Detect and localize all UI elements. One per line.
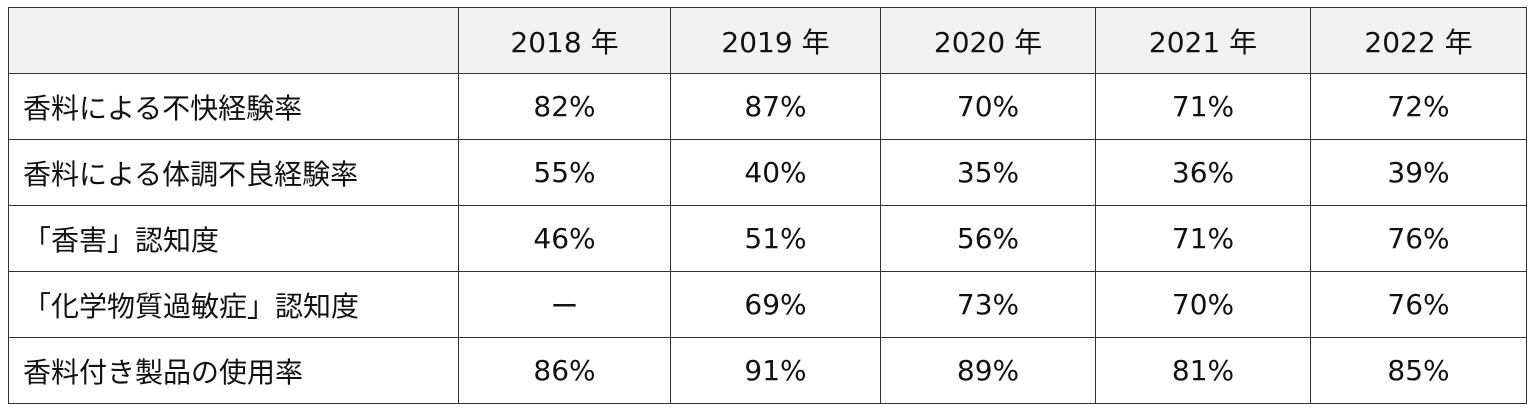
value-cell: 70% (880, 73, 1096, 140)
value-cell: 76% (1310, 205, 1527, 272)
value-cell: 71% (1095, 205, 1311, 272)
value-cell: 91% (670, 337, 881, 404)
column-header: 2020 年 (880, 7, 1096, 74)
table-row: 「香害」認知度 46% 51% 56% 71% 76% (8, 205, 1527, 272)
data-table: 2018 年 2019 年 2020 年 2021 年 2022 年 香料による不快経験… (8, 7, 1527, 404)
row-label: 香料による不快経験率 (8, 73, 459, 140)
value-cell: 51% (670, 205, 881, 272)
value-cell: 35% (880, 139, 1096, 206)
row-label: 「香害」認知度 (8, 205, 459, 272)
row-label: 香料付き製品の使用率 (8, 337, 459, 404)
value-cell: 86% (458, 337, 671, 404)
value-cell: 76% (1310, 271, 1527, 338)
value-cell: 89% (880, 337, 1096, 404)
row-label: 香料による体調不良経験率 (8, 139, 459, 206)
row-label: 「化学物質過敏症」認知度 (8, 271, 459, 338)
value-cell: 82% (458, 73, 671, 140)
corner-cell (8, 7, 459, 74)
header-row: 2018 年 2019 年 2020 年 2021 年 2022 年 (8, 7, 1527, 74)
value-cell: 55% (458, 139, 671, 206)
value-cell: 46% (458, 205, 671, 272)
table-row: 香料による体調不良経験率 55% 40% 35% 36% 39% (8, 139, 1527, 206)
value-cell: ー (458, 271, 671, 338)
value-cell: 85% (1310, 337, 1527, 404)
value-cell: 81% (1095, 337, 1311, 404)
column-header: 2018 年 (458, 7, 671, 74)
table-row: 香料による不快経験率 82% 87% 70% 71% 72% (8, 73, 1527, 140)
table-row: 香料付き製品の使用率 86% 91% 89% 81% 85% (8, 337, 1527, 404)
value-cell: 73% (880, 271, 1096, 338)
value-cell: 87% (670, 73, 881, 140)
table-row: 「化学物質過敏症」認知度ー 69% 73% 70% 76% (8, 271, 1527, 338)
value-cell: 36% (1095, 139, 1311, 206)
value-cell: 71% (1095, 73, 1311, 140)
value-cell: 72% (1310, 73, 1527, 140)
value-cell: 70% (1095, 271, 1311, 338)
column-header: 2021 年 (1095, 7, 1311, 74)
column-header: 2022 年 (1310, 7, 1527, 74)
value-cell: 69% (670, 271, 881, 338)
column-header: 2019 年 (670, 7, 881, 74)
value-cell: 39% (1310, 139, 1527, 206)
value-cell: 56% (880, 205, 1096, 272)
value-cell: 40% (670, 139, 881, 206)
table-body: 香料による不快経験率 82% 87% 70% 71% 72% 香料による体調不良経験率 55%… (8, 73, 1527, 404)
